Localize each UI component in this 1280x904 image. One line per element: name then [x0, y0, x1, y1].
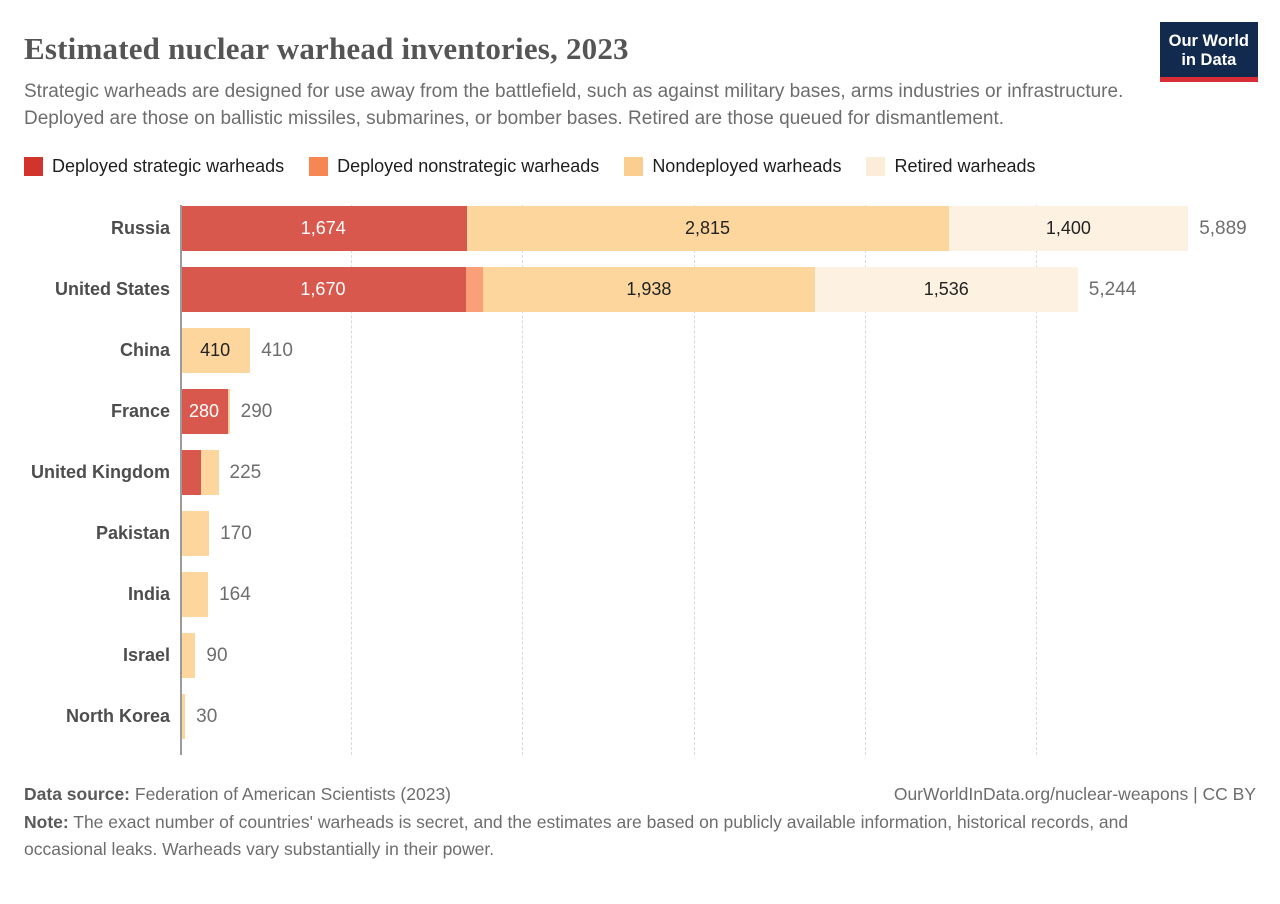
bar-segment-deployed-strategic-warheads-france: 280	[180, 389, 228, 434]
citation-link[interactable]: OurWorldInData.org/nuclear-weapons | CC …	[893, 784, 1256, 804]
legend-swatch-icon	[866, 157, 886, 176]
bar-segment-nondeployed-warheads-pakistan	[180, 511, 210, 556]
gridline-3000	[693, 205, 695, 755]
country-label-india: India	[127, 584, 170, 604]
bar-segment-nondeployed-warheads-united-states: 1,938	[483, 267, 815, 312]
country-label-pakistan: Pakistan	[95, 523, 170, 543]
total-label-pakistan: 170	[220, 523, 252, 544]
footer-row: Data source: Federation of American Scie…	[24, 781, 1256, 807]
chart: Russia 1,674 2,815 1,400 5,889 United States 1…	[24, 203, 1256, 765]
segment-value-label: 1,400	[1045, 218, 1091, 238]
gridline-1000	[351, 205, 353, 755]
legend-item-deployed-strategic-warheads: Deployed strategic warheads	[24, 156, 284, 177]
segment-value-label: 1,938	[626, 279, 672, 299]
chart-note: Note: The exact number of countries' war…	[24, 809, 1204, 862]
owid-logo: Our World in Data	[1159, 22, 1258, 82]
data-source-label: Data source:	[24, 784, 131, 804]
segment-value-label: 280	[188, 401, 219, 421]
bar-segment-nondeployed-warheads-india	[180, 572, 209, 617]
gridline-4000	[864, 205, 866, 755]
segment-value-label: 1,536	[923, 279, 969, 299]
legend-swatch-icon	[309, 157, 329, 176]
legend-label: Deployed strategic warheads	[52, 156, 285, 176]
y-axis-line	[180, 205, 182, 755]
legend-label: Deployed nonstrategic warheads	[337, 156, 600, 176]
total-label-france: 290	[240, 401, 273, 422]
chart-legend: Deployed strategic warheads Deployed nons…	[24, 156, 1256, 177]
chart-subtitle: Strategic warheads are designed for use …	[24, 81, 1124, 129]
note-value: The exact number of countries' warheads …	[24, 812, 1129, 859]
bar-segment-nondeployed-warheads-israel	[180, 633, 196, 678]
bar-segment-nondeployed-warheads-france	[227, 389, 230, 434]
gridline-5000	[1036, 205, 1037, 755]
data-source-value: Federation of American Scientists (2023)	[130, 784, 452, 804]
bar-segment-nondeployed-warheads-north-korea	[180, 694, 186, 739]
bar-segment-nondeployed-warheads-russia: 2,815	[466, 206, 949, 251]
country-label-china: China	[119, 340, 170, 360]
total-label-russia: 5,889	[1199, 218, 1247, 239]
bar-segment-deployed-strategic-warheads-united-kingdom	[180, 450, 201, 495]
legend-item-retired-warheads: Retired warheads	[866, 156, 1036, 177]
chart-footer: Data source: Federation of American Scie…	[24, 781, 1256, 862]
segment-value-label: 2,815	[685, 218, 731, 238]
total-label-north-korea: 30	[196, 706, 218, 727]
bar-segment-nondeployed-warheads-china: 410	[180, 328, 251, 373]
total-label-india: 164	[219, 584, 251, 605]
legend-item-deployed-nonstrategic-warheads: Deployed nonstrategic warheads	[309, 156, 599, 177]
country-label-france: France	[110, 401, 170, 421]
total-label-china: 410	[261, 340, 293, 361]
note-label: Note:	[24, 812, 69, 832]
bar-segment-deployed-nonstrategic-warheads-united-states	[465, 267, 483, 312]
country-label-united-kingdom: United Kingdom	[31, 462, 170, 482]
total-label-united-states: 5,244	[1088, 279, 1137, 300]
legend-label: Retired warheads	[894, 156, 1036, 176]
owid-logo-line2: in Data	[1181, 51, 1237, 69]
total-label-israel: 90	[206, 645, 228, 666]
country-label-israel: Israel	[122, 645, 170, 665]
total-label-united-kingdom: 225	[229, 462, 262, 483]
segment-value-label: 1,670	[300, 279, 346, 299]
bar-segment-retired-warheads-united-states: 1,536	[814, 267, 1078, 312]
bar-segment-deployed-strategic-warheads-russia: 1,674	[180, 206, 467, 251]
page-title: Estimated nuclear warhead inventories, 2…	[24, 31, 629, 66]
data-source: Data source: Federation of American Scie…	[24, 781, 451, 807]
country-label-north-korea: North Korea	[65, 706, 170, 726]
owid-logo-line1: Our World	[1168, 32, 1249, 50]
segment-value-label: 1,674	[300, 218, 346, 238]
gridline-2000	[522, 205, 524, 755]
legend-label: Nondeployed warheads	[652, 156, 842, 176]
country-label-russia: Russia	[110, 218, 170, 238]
bar-segment-deployed-strategic-warheads-united-states: 1,670	[180, 267, 466, 312]
legend-swatch-icon	[624, 157, 644, 176]
legend-item-nondeployed-warheads: Nondeployed warheads	[624, 156, 841, 177]
legend-swatch-icon	[24, 157, 43, 176]
country-label-united-states: United States	[54, 279, 170, 299]
bar-segment-nondeployed-warheads-united-kingdom	[200, 450, 219, 495]
segment-value-label: 410	[200, 340, 231, 360]
bar-segment-retired-warheads-russia: 1,400	[948, 206, 1189, 251]
